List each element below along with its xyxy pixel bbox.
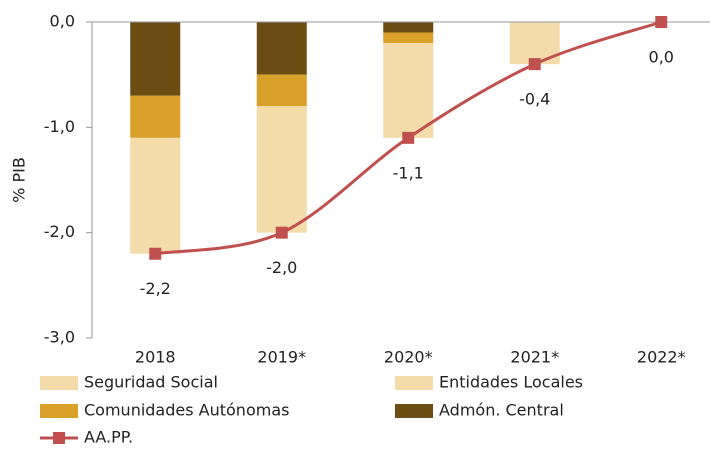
y-axis-label: % PIB bbox=[10, 157, 29, 203]
legend-swatch bbox=[395, 404, 433, 418]
line-marker bbox=[655, 16, 668, 28]
y-tick-label: 0,0 bbox=[50, 12, 75, 31]
legend-swatch bbox=[40, 404, 78, 418]
bar-segment bbox=[383, 43, 434, 138]
bar-segment bbox=[130, 95, 181, 138]
data-label: -0,4 bbox=[519, 90, 550, 109]
data-label: -2,0 bbox=[266, 258, 297, 277]
legend-label: Entidades Locales bbox=[439, 373, 583, 392]
line-marker bbox=[402, 131, 415, 144]
x-tick-label: 2018 bbox=[135, 348, 176, 367]
data-label: 0,0 bbox=[649, 48, 674, 67]
x-tick-label: 2021* bbox=[510, 348, 559, 367]
legend-label: Seguridad Social bbox=[84, 373, 218, 392]
line-marker bbox=[528, 58, 541, 71]
line-marker bbox=[149, 247, 162, 260]
legend-label: Admón. Central bbox=[439, 401, 564, 420]
data-label: -2,2 bbox=[140, 279, 171, 298]
legend-swatch bbox=[395, 376, 433, 390]
legend-marker bbox=[53, 432, 65, 444]
legend-swatch bbox=[40, 376, 78, 390]
line-marker bbox=[275, 226, 288, 239]
data-label: -1,1 bbox=[393, 163, 424, 182]
bar-segment bbox=[130, 22, 181, 96]
bar-segment bbox=[130, 137, 181, 254]
bar-segment bbox=[256, 106, 307, 233]
y-tick-label: -3,0 bbox=[44, 328, 75, 347]
bar-segment bbox=[256, 22, 307, 75]
bar-segment bbox=[256, 74, 307, 107]
y-tick-label: -1,0 bbox=[44, 117, 75, 136]
bar-segment bbox=[383, 22, 434, 33]
x-tick-label: 2022* bbox=[637, 348, 686, 367]
y-tick-label: -2,0 bbox=[44, 222, 75, 241]
x-tick-label: 2019* bbox=[257, 348, 306, 367]
legend-label: AA.PP. bbox=[84, 428, 133, 447]
bar-segment bbox=[383, 32, 434, 44]
x-tick-label: 2020* bbox=[384, 348, 433, 367]
legend-label: Comunidades Autónomas bbox=[84, 401, 289, 420]
